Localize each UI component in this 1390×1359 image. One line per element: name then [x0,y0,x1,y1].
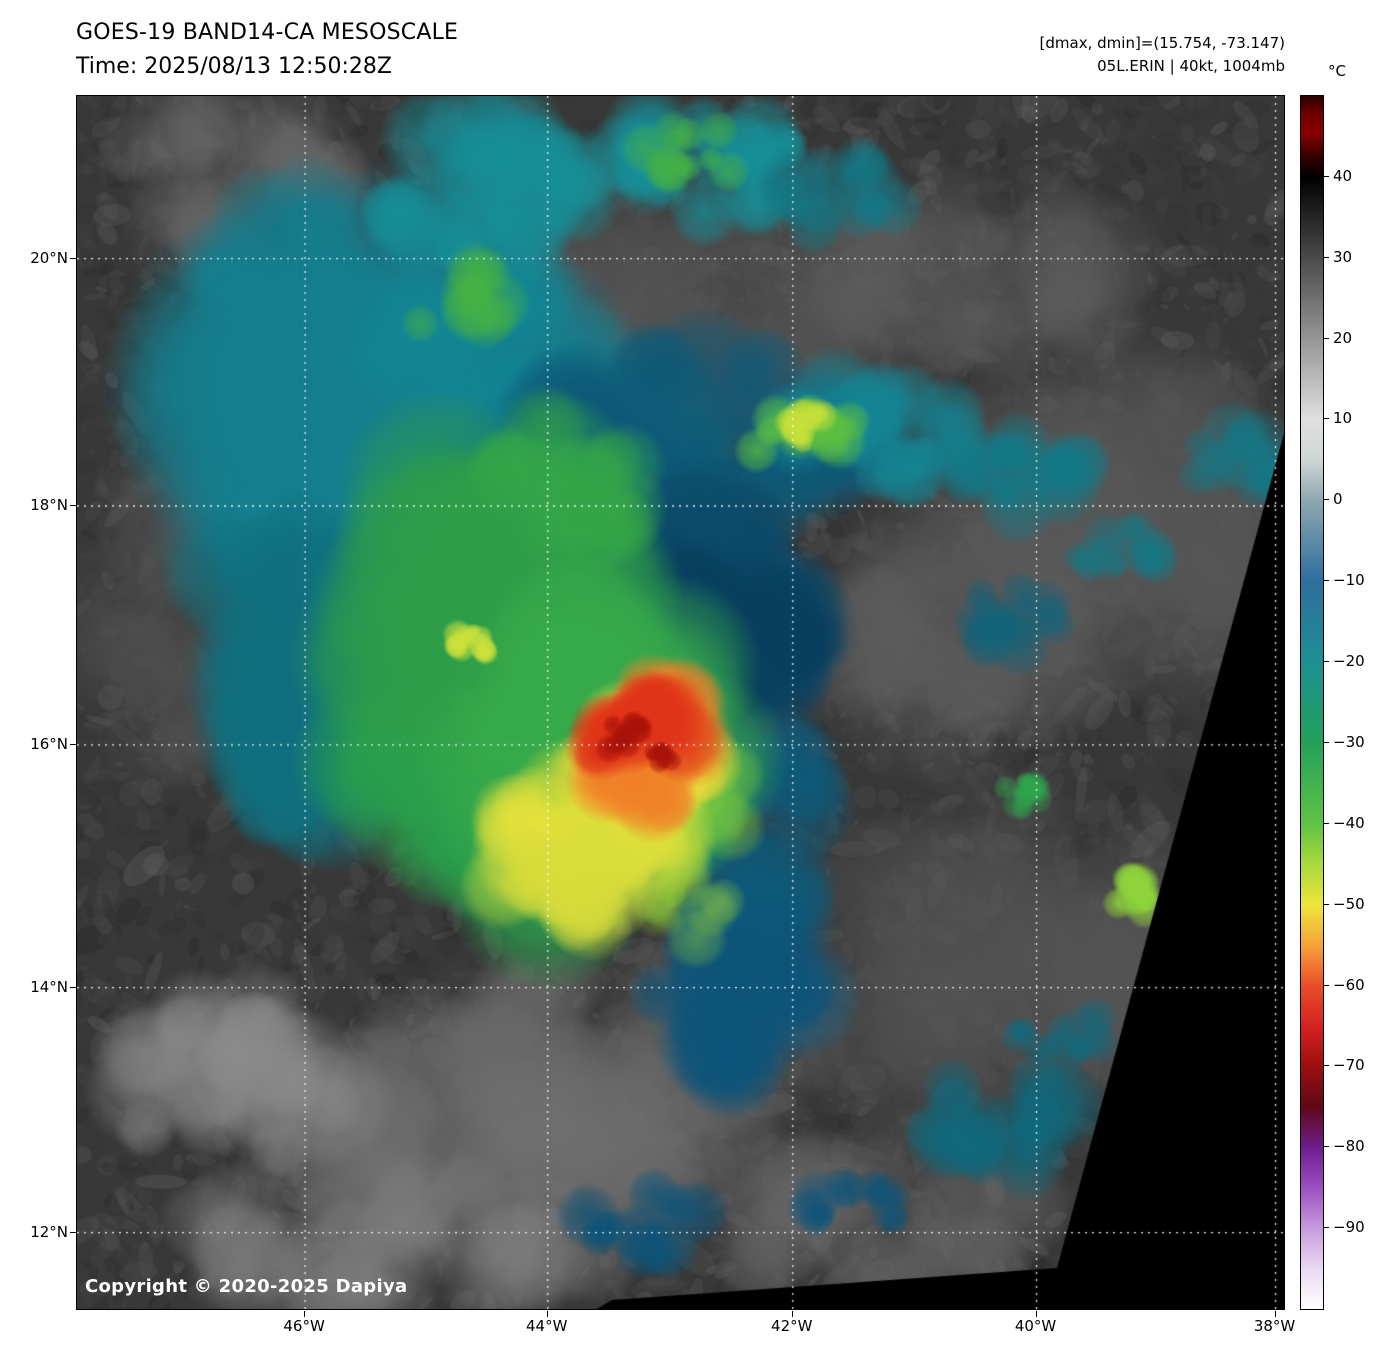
colorbar-tick-label: 30 [1333,247,1353,266]
lon-axis-tick [1274,1311,1276,1317]
colorbar-tick-label: 10 [1333,409,1353,428]
colorbar-tick-label: −70 [1333,1056,1365,1075]
colorbar-tick-label: −10 [1333,571,1365,590]
lat-axis-tick [70,986,76,988]
lat-gridline-label: 14°N [30,977,68,996]
colorbar-tick [1324,1227,1329,1229]
temperature-colorbar [1300,95,1324,1310]
lat-gridline-label: 18°N [30,495,68,514]
lon-gridline-label: 42°W [771,1317,813,1335]
lon-gridline-label: 38°W [1253,1317,1296,1335]
colorbar-tick [1324,175,1329,177]
lon-gridline-label: 44°W [526,1317,568,1335]
lat-gridline-label: 16°N [30,734,68,753]
colorbar-tick-label: −60 [1333,975,1365,994]
colorbar-tick [1324,661,1329,663]
dmax-dmin-readout: [dmax, dmin]=(15.754, -73.147) [1039,34,1285,52]
colorbar-tick-label: −50 [1333,894,1365,913]
lat-axis-tick [70,257,76,259]
colorbar-tick [1324,499,1329,501]
lon-axis-tick [546,1311,548,1317]
copyright-watermark: Copyright © 2020-2025 Dapiya [85,1276,408,1297]
colorbar-tick [1324,337,1329,339]
colorbar-tick [1324,418,1329,420]
image-timestamp: Time: 2025/08/13 12:50:28Z [76,54,392,79]
lat-axis-tick [70,504,76,506]
colorbar-tick [1324,822,1329,824]
colorbar-tick-label: −40 [1333,813,1365,832]
colorbar-tick-label: −90 [1333,1218,1365,1237]
colorbar-tick-label: −20 [1333,652,1365,671]
colorbar-tick-label: 0 [1333,490,1343,509]
colorbar-tick [1324,984,1329,986]
storm-info-readout: 05L.ERIN | 40kt, 1004mb [1097,57,1285,75]
image-title: GOES-19 BAND14-CA MESOSCALE [76,20,459,45]
lon-axis-tick [791,1311,793,1317]
colorbar-unit-label: °C [1328,62,1346,80]
colorbar-tick [1324,1146,1329,1148]
lon-axis-tick [304,1311,306,1317]
colorbar-tick-label: 20 [1333,328,1353,347]
lon-gridline-label: 46°W [283,1317,325,1335]
colorbar-tick [1324,741,1329,743]
colorbar-tick [1324,1065,1329,1067]
lon-axis-tick [1035,1311,1037,1317]
satellite-map: Copyright © 2020-2025 Dapiya [76,95,1285,1310]
lat-axis-tick [70,1231,76,1233]
lat-gridline-label: 20°N [30,248,68,267]
colorbar-tick [1324,256,1329,258]
colorbar-tick [1324,903,1329,905]
colorbar-tick-label: −80 [1333,1137,1365,1156]
colorbar-tick-label: 40 [1333,166,1353,185]
header-right: [dmax, dmin]=(15.754, -73.147) 05L.ERIN … [1040,32,1285,78]
satellite-imagery-canvas [77,96,1284,1309]
lat-gridline-label: 12°N [30,1222,68,1241]
lon-gridline-label: 40°W [1014,1317,1057,1335]
colorbar-tick-label: −30 [1333,732,1365,751]
lat-axis-tick [70,743,76,745]
colorbar-tick [1324,580,1329,582]
